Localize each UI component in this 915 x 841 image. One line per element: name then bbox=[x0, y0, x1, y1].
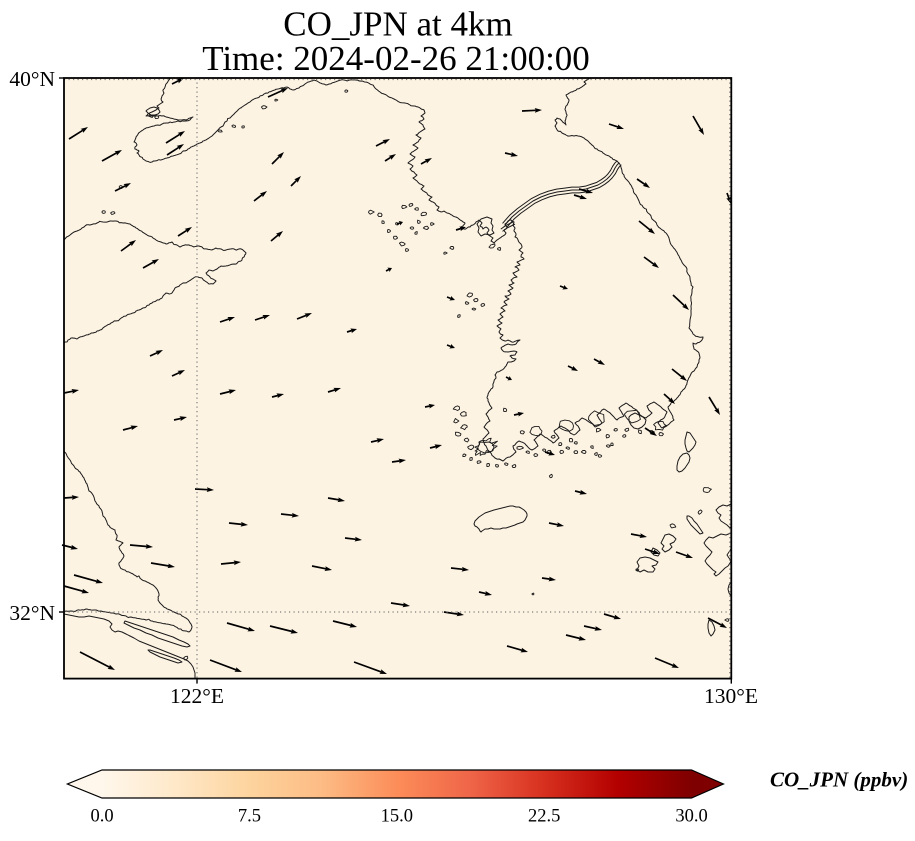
svg-text:30.0: 30.0 bbox=[675, 807, 707, 827]
svg-text:32°N: 32°N bbox=[9, 601, 55, 625]
svg-text:CO_JPN (ppbv): CO_JPN (ppbv) bbox=[770, 768, 908, 792]
svg-text:130°E: 130°E bbox=[704, 684, 758, 708]
svg-text:0.0: 0.0 bbox=[90, 807, 113, 827]
svg-text:40°N: 40°N bbox=[9, 67, 55, 91]
svg-text:7.5: 7.5 bbox=[238, 807, 261, 827]
svg-text:122°E: 122°E bbox=[170, 684, 224, 708]
svg-text:Time: 2024-02-26 21:00:00: Time: 2024-02-26 21:00:00 bbox=[202, 39, 590, 78]
svg-text:22.5: 22.5 bbox=[528, 807, 560, 827]
svg-text:CO_JPN at 4km: CO_JPN at 4km bbox=[283, 5, 512, 44]
svg-text:15.0: 15.0 bbox=[381, 807, 413, 827]
